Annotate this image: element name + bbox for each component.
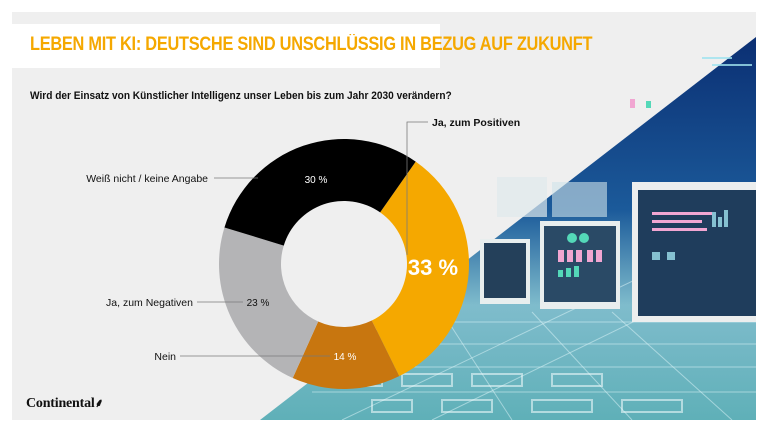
leader-line-positive xyxy=(406,121,428,255)
horse-icon: ⸙ xyxy=(94,396,104,410)
slice-positive xyxy=(371,161,470,377)
slice-unknown xyxy=(224,138,416,246)
legend-label-negative: Ja, zum Negativen xyxy=(106,297,193,309)
slice-no xyxy=(292,320,400,390)
data-label-positive: 33 % xyxy=(408,255,458,280)
page-title: LEBEN MIT KI: DEUTSCHE SIND UNSCHLÜSSIG … xyxy=(30,34,593,55)
slice-negative xyxy=(218,227,319,379)
data-label-negative: 23 % xyxy=(247,298,270,309)
title-box xyxy=(12,24,440,68)
data-label-unknown: 30 % xyxy=(305,175,328,186)
survey-question: Wird der Einsatz von Künstlicher Intelli… xyxy=(30,90,452,102)
logo-text: Continental xyxy=(26,396,95,411)
legend-label-positive: Ja, zum Positiven xyxy=(432,117,520,129)
legend-label-unknown: Weiß nicht / keine Angabe xyxy=(86,173,208,185)
legend-label-no: Nein xyxy=(154,351,176,363)
data-label-no: 14 % xyxy=(334,352,357,363)
donut-hole xyxy=(281,201,407,327)
continental-logo: Continental⸙ xyxy=(26,394,104,412)
